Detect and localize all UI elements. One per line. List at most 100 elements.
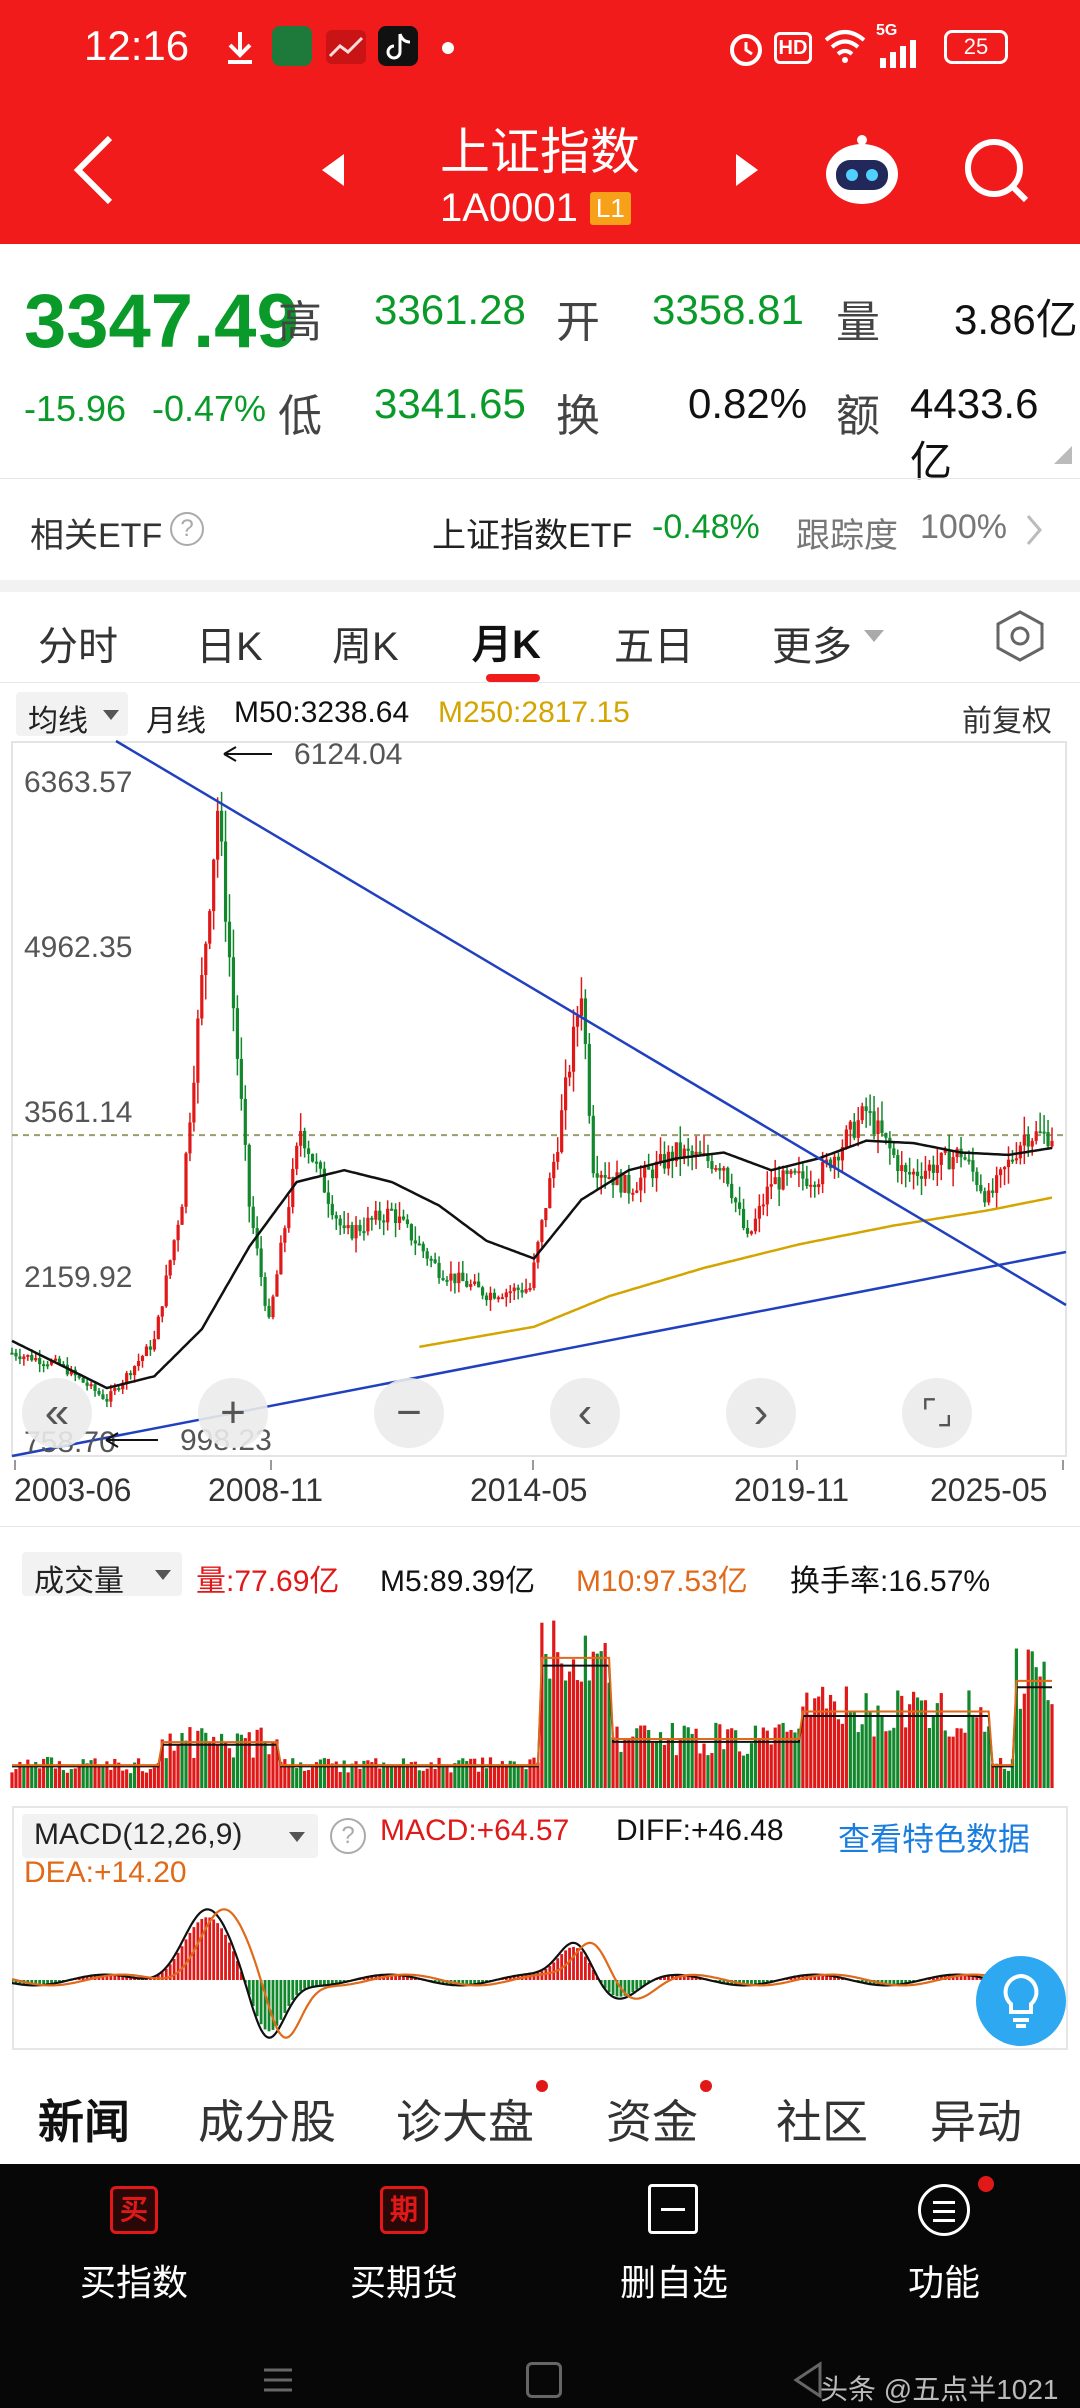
volume-bar [1026, 1649, 1030, 1788]
content-tab-3[interactable]: 资金 [606, 2096, 698, 2148]
view-feature-data-link[interactable]: 查看特色数据 [838, 1821, 1031, 1857]
volume-bar [283, 1759, 287, 1788]
candle-body [789, 1170, 793, 1175]
macd-bar [311, 1980, 314, 1987]
volume-bar [512, 1761, 516, 1788]
volume-bar [303, 1770, 307, 1788]
content-tab-2[interactable]: 诊大盘 [396, 2096, 534, 2148]
buy-index-icon-text: 买 [119, 2194, 148, 2225]
macd-bar [176, 1952, 180, 1980]
content-tab-5[interactable]: 异动 [930, 2096, 1022, 2148]
prev-stock-button[interactable] [318, 150, 348, 190]
macd-bar [164, 1968, 168, 1980]
candle-body [801, 1171, 805, 1179]
fullscreen-button[interactable]: ⌜⌟ [902, 1378, 972, 1448]
tab-five-day[interactable]: 五日 [614, 625, 694, 669]
tab-weekly-k[interactable]: 周K [332, 625, 399, 669]
ma-selector[interactable]: 均线 [16, 692, 128, 738]
tab-more[interactable]: 更多 [772, 625, 852, 669]
x-tick-mark [532, 1460, 534, 1470]
candle-body [216, 810, 220, 860]
menu-icon [918, 2184, 970, 2236]
volume-bar [698, 1753, 702, 1788]
volume-bar [991, 1763, 995, 1788]
hd-icon: HD [774, 32, 812, 64]
scroll-to-start-button[interactable]: « [22, 1378, 92, 1448]
macd-chart [12, 1908, 1054, 2039]
candle-body [852, 1121, 856, 1138]
chevron-right-icon[interactable] [1024, 512, 1044, 548]
candle-body [682, 1148, 686, 1158]
candle-body [160, 1306, 164, 1317]
volume-bar [591, 1651, 595, 1788]
candle-body [204, 943, 208, 976]
tab-intraday[interactable]: 分时 [38, 625, 118, 669]
macd-help-icon[interactable]: ? [330, 1818, 366, 1854]
volume-bar [196, 1730, 200, 1788]
volume-bar [983, 1731, 987, 1788]
tab-daily-k[interactable]: 日K [196, 625, 263, 669]
candle-body [975, 1171, 979, 1186]
search-icon[interactable] [960, 134, 1032, 206]
candle-body [575, 1015, 580, 1027]
scroll-right-button[interactable]: › [726, 1378, 796, 1448]
volume-bar [425, 1768, 429, 1788]
macd-bar [888, 1980, 892, 1985]
settings-hexagon-icon[interactable] [994, 608, 1046, 664]
scroll-left-button[interactable]: ‹ [550, 1378, 620, 1448]
back-button[interactable] [66, 130, 122, 210]
macd-bar [611, 1980, 615, 1996]
next-stock-button[interactable] [732, 150, 762, 190]
expand-corner-icon[interactable] [1054, 446, 1072, 464]
volume-bar [117, 1762, 121, 1788]
lightbulb-tips-button[interactable] [976, 1956, 1066, 2046]
volume-bar [18, 1761, 22, 1788]
candle-body [144, 1346, 149, 1356]
content-tab-4[interactable]: 社区 [776, 2096, 868, 2148]
volume-bar [564, 1680, 568, 1788]
buy-index-button[interactable]: 买指数 [79, 2262, 188, 2303]
content-tab-0[interactable]: 新闻 [38, 2096, 130, 2148]
zoom-in-button[interactable]: + [198, 1378, 268, 1448]
volume-bar [291, 1758, 295, 1788]
volume-bar [741, 1755, 746, 1788]
candle-body [635, 1190, 639, 1193]
remove-watchlist-button[interactable]: 删自选 [619, 2262, 728, 2303]
macd-bar [722, 1980, 726, 1983]
macd-bar [591, 1969, 595, 1980]
upper-trendline [115, 740, 1067, 1307]
fullscreen-glyph: ⌜⌟ [921, 1394, 953, 1432]
candle-body [880, 1120, 884, 1134]
candle-body [548, 1178, 552, 1209]
tab-monthly-k[interactable]: 月K [472, 623, 541, 667]
macd-selector[interactable]: MACD(12,26,9) [22, 1814, 318, 1858]
adjust-mode[interactable]: 前复权 [962, 705, 1052, 738]
content-tabs: 新闻 成分股 诊大盘 资金 社区 异动 [0, 2056, 1080, 2164]
help-icon[interactable]: ? [170, 512, 204, 546]
robot-assistant-icon[interactable] [822, 130, 902, 210]
volume-bar [393, 1764, 398, 1788]
buy-futures-button[interactable]: 买期货 [349, 2262, 458, 2303]
functions-button[interactable]: 功能 [907, 2262, 980, 2303]
volume-indicator-selector[interactable]: 成交量 [22, 1552, 182, 1598]
home-icon[interactable] [526, 2362, 562, 2398]
macd-panel [12, 1806, 1068, 2050]
volume-bar [540, 1622, 544, 1788]
volume-bar [267, 1754, 271, 1788]
candle-body [599, 1174, 603, 1178]
volume-bar [1010, 1759, 1015, 1788]
candle-body [900, 1165, 904, 1172]
volume-bar [852, 1711, 856, 1788]
content-tab-1[interactable]: 成分股 [198, 2096, 336, 2148]
volume-bar [809, 1714, 813, 1788]
volume-bar [860, 1724, 864, 1788]
etf-name[interactable]: 上证指数ETF [432, 517, 633, 555]
recent-apps-icon[interactable] [260, 2362, 296, 2398]
alarm-icon [726, 28, 766, 68]
candle-body [738, 1202, 742, 1209]
zoom-out-button[interactable]: − [374, 1378, 444, 1448]
macd-bar [532, 1973, 536, 1980]
nav-back-icon[interactable] [790, 2360, 826, 2400]
candle-body [896, 1155, 900, 1172]
